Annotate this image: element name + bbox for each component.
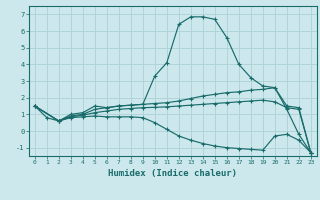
X-axis label: Humidex (Indice chaleur): Humidex (Indice chaleur) xyxy=(108,169,237,178)
